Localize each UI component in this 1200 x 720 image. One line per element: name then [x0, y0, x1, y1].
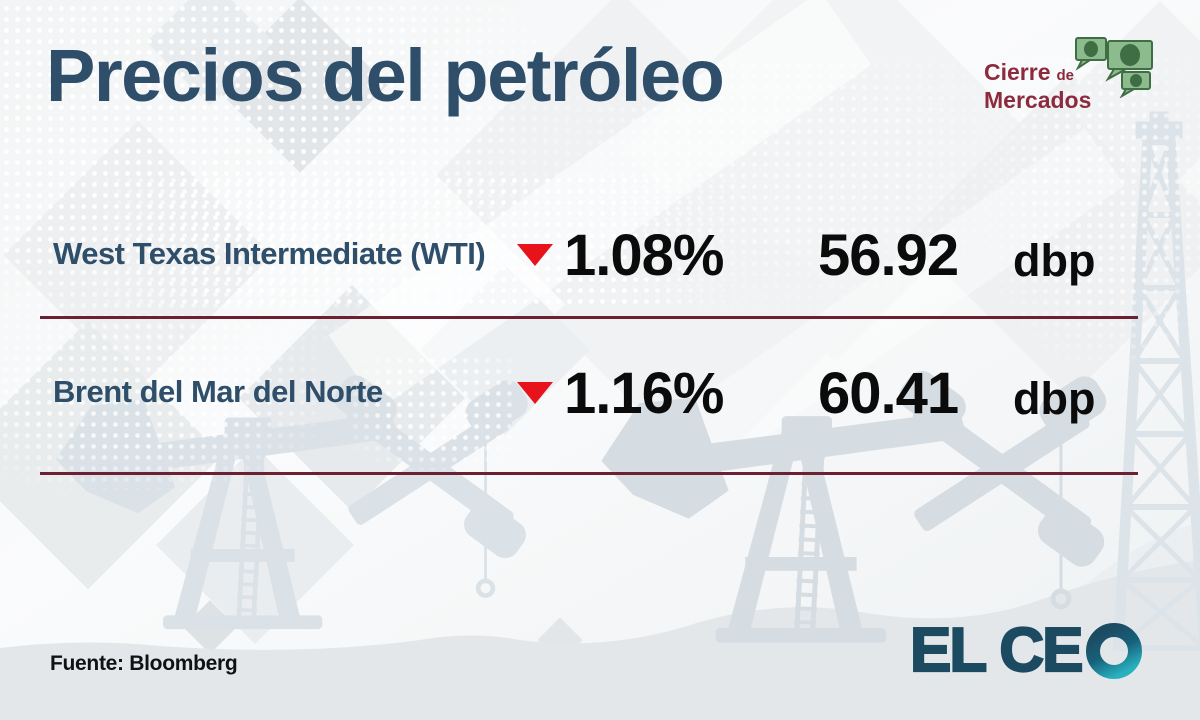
change-percent: 1.08%	[564, 223, 724, 288]
page-title: Precios del petróleo	[46, 34, 725, 117]
price-value: 56.92	[818, 223, 959, 288]
source-attribution: Fuente: Bloomberg	[50, 652, 238, 675]
price-row-brent: Brent del Mar del Norte 1.16% 60.41 dbp	[0, 358, 1200, 438]
elceo-o-ring-icon	[1086, 623, 1143, 679]
instrument-label: Brent del Mar del Norte	[53, 374, 383, 409]
elceo-logo-text: EL CE	[909, 616, 1085, 685]
change-percent: 1.16%	[564, 361, 724, 426]
divider-line	[40, 316, 1138, 319]
money-speech-bubbles-icon	[1075, 37, 1153, 98]
down-triangle-icon	[517, 382, 553, 404]
instrument-label: West Texas Intermediate (WTI)	[53, 236, 486, 271]
brand-cierre-de-mercados: Cierre de Mercados	[984, 60, 1091, 112]
price-value: 60.41	[818, 361, 959, 426]
price-unit: dbp	[1013, 235, 1096, 286]
brand-word-de: de	[1056, 67, 1074, 84]
brand-word-cierre: Cierre	[984, 59, 1051, 85]
elceo-logo: EL CE	[909, 616, 1143, 685]
price-row-wti: West Texas Intermediate (WTI) 1.08% 56.9…	[0, 220, 1200, 300]
brand-word-mercados: Mercados	[984, 87, 1092, 113]
down-triangle-icon	[517, 244, 553, 266]
divider-line	[40, 472, 1138, 475]
price-unit: dbp	[1013, 373, 1096, 424]
